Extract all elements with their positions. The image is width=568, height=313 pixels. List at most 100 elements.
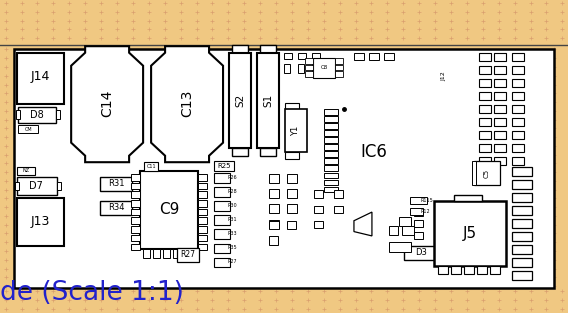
Text: C8: C8: [320, 65, 328, 70]
Bar: [334, 206, 343, 213]
Bar: [479, 66, 491, 74]
Bar: [260, 148, 276, 156]
Text: R12: R12: [420, 209, 430, 214]
Text: C11: C11: [147, 164, 156, 169]
Bar: [214, 215, 230, 225]
Bar: [324, 137, 338, 143]
Bar: [512, 206, 532, 215]
Bar: [494, 144, 506, 152]
Text: S2: S2: [235, 94, 245, 107]
Bar: [57, 182, 61, 190]
Text: D7: D7: [29, 181, 43, 191]
Bar: [183, 249, 190, 258]
Text: R31: R31: [227, 217, 237, 222]
Bar: [260, 45, 276, 53]
Bar: [287, 174, 297, 183]
Bar: [494, 157, 506, 166]
Bar: [15, 182, 19, 190]
Bar: [17, 177, 57, 195]
Bar: [131, 200, 140, 207]
Bar: [229, 53, 251, 148]
Text: J13: J13: [31, 215, 50, 228]
Polygon shape: [151, 46, 223, 162]
Bar: [512, 271, 532, 280]
Bar: [479, 144, 491, 152]
Polygon shape: [71, 46, 143, 162]
Bar: [512, 244, 532, 254]
Bar: [173, 249, 180, 258]
Bar: [324, 180, 338, 185]
Text: C9: C9: [159, 203, 179, 218]
Text: D8: D8: [30, 110, 44, 120]
Bar: [494, 92, 506, 100]
Bar: [454, 195, 482, 201]
Bar: [198, 244, 207, 250]
Bar: [198, 174, 207, 181]
Bar: [100, 201, 132, 215]
Bar: [198, 192, 207, 198]
Bar: [214, 201, 230, 211]
Bar: [305, 58, 313, 64]
Bar: [287, 189, 297, 198]
Bar: [214, 187, 230, 197]
Bar: [324, 151, 338, 157]
Bar: [269, 236, 278, 244]
Text: R35: R35: [227, 245, 237, 250]
Bar: [131, 226, 140, 233]
Bar: [198, 235, 207, 241]
Bar: [285, 109, 307, 152]
Bar: [14, 49, 554, 288]
Bar: [512, 180, 532, 189]
Bar: [298, 53, 306, 59]
Bar: [335, 71, 343, 77]
Bar: [131, 218, 140, 224]
Bar: [479, 157, 491, 166]
Text: R31: R31: [108, 179, 124, 188]
Bar: [335, 64, 343, 70]
Text: Y1: Y1: [291, 126, 300, 136]
Bar: [479, 118, 491, 126]
Bar: [131, 209, 140, 215]
Bar: [269, 174, 279, 183]
Bar: [284, 53, 292, 59]
Bar: [131, 192, 140, 198]
Bar: [312, 53, 320, 59]
Text: R34: R34: [108, 203, 124, 212]
Bar: [287, 204, 297, 213]
Text: de (Scale 1:1): de (Scale 1:1): [0, 280, 184, 306]
Bar: [313, 58, 335, 78]
Bar: [354, 53, 364, 60]
Text: IC6: IC6: [361, 143, 387, 162]
Bar: [163, 249, 170, 258]
Text: C13: C13: [180, 90, 194, 117]
Bar: [198, 209, 207, 215]
Bar: [269, 189, 279, 198]
Bar: [512, 157, 524, 166]
Bar: [131, 244, 140, 250]
Bar: [512, 258, 532, 267]
Bar: [314, 221, 323, 228]
Bar: [512, 232, 532, 241]
Bar: [438, 266, 448, 274]
Text: C5: C5: [484, 168, 490, 177]
Text: C14: C14: [100, 90, 114, 117]
Bar: [56, 110, 60, 119]
Text: J14: J14: [31, 70, 50, 83]
Text: S1: S1: [263, 94, 273, 107]
Bar: [324, 144, 338, 150]
Bar: [18, 107, 56, 123]
Bar: [477, 266, 487, 274]
Bar: [16, 110, 20, 119]
Bar: [257, 53, 279, 148]
Text: D3: D3: [415, 248, 427, 257]
Bar: [464, 266, 474, 274]
Bar: [479, 105, 491, 113]
Bar: [214, 173, 230, 183]
Bar: [284, 64, 290, 73]
Bar: [269, 204, 279, 213]
Bar: [232, 45, 248, 53]
Bar: [314, 206, 323, 213]
Bar: [17, 198, 64, 246]
Bar: [512, 105, 524, 113]
Bar: [389, 226, 398, 235]
